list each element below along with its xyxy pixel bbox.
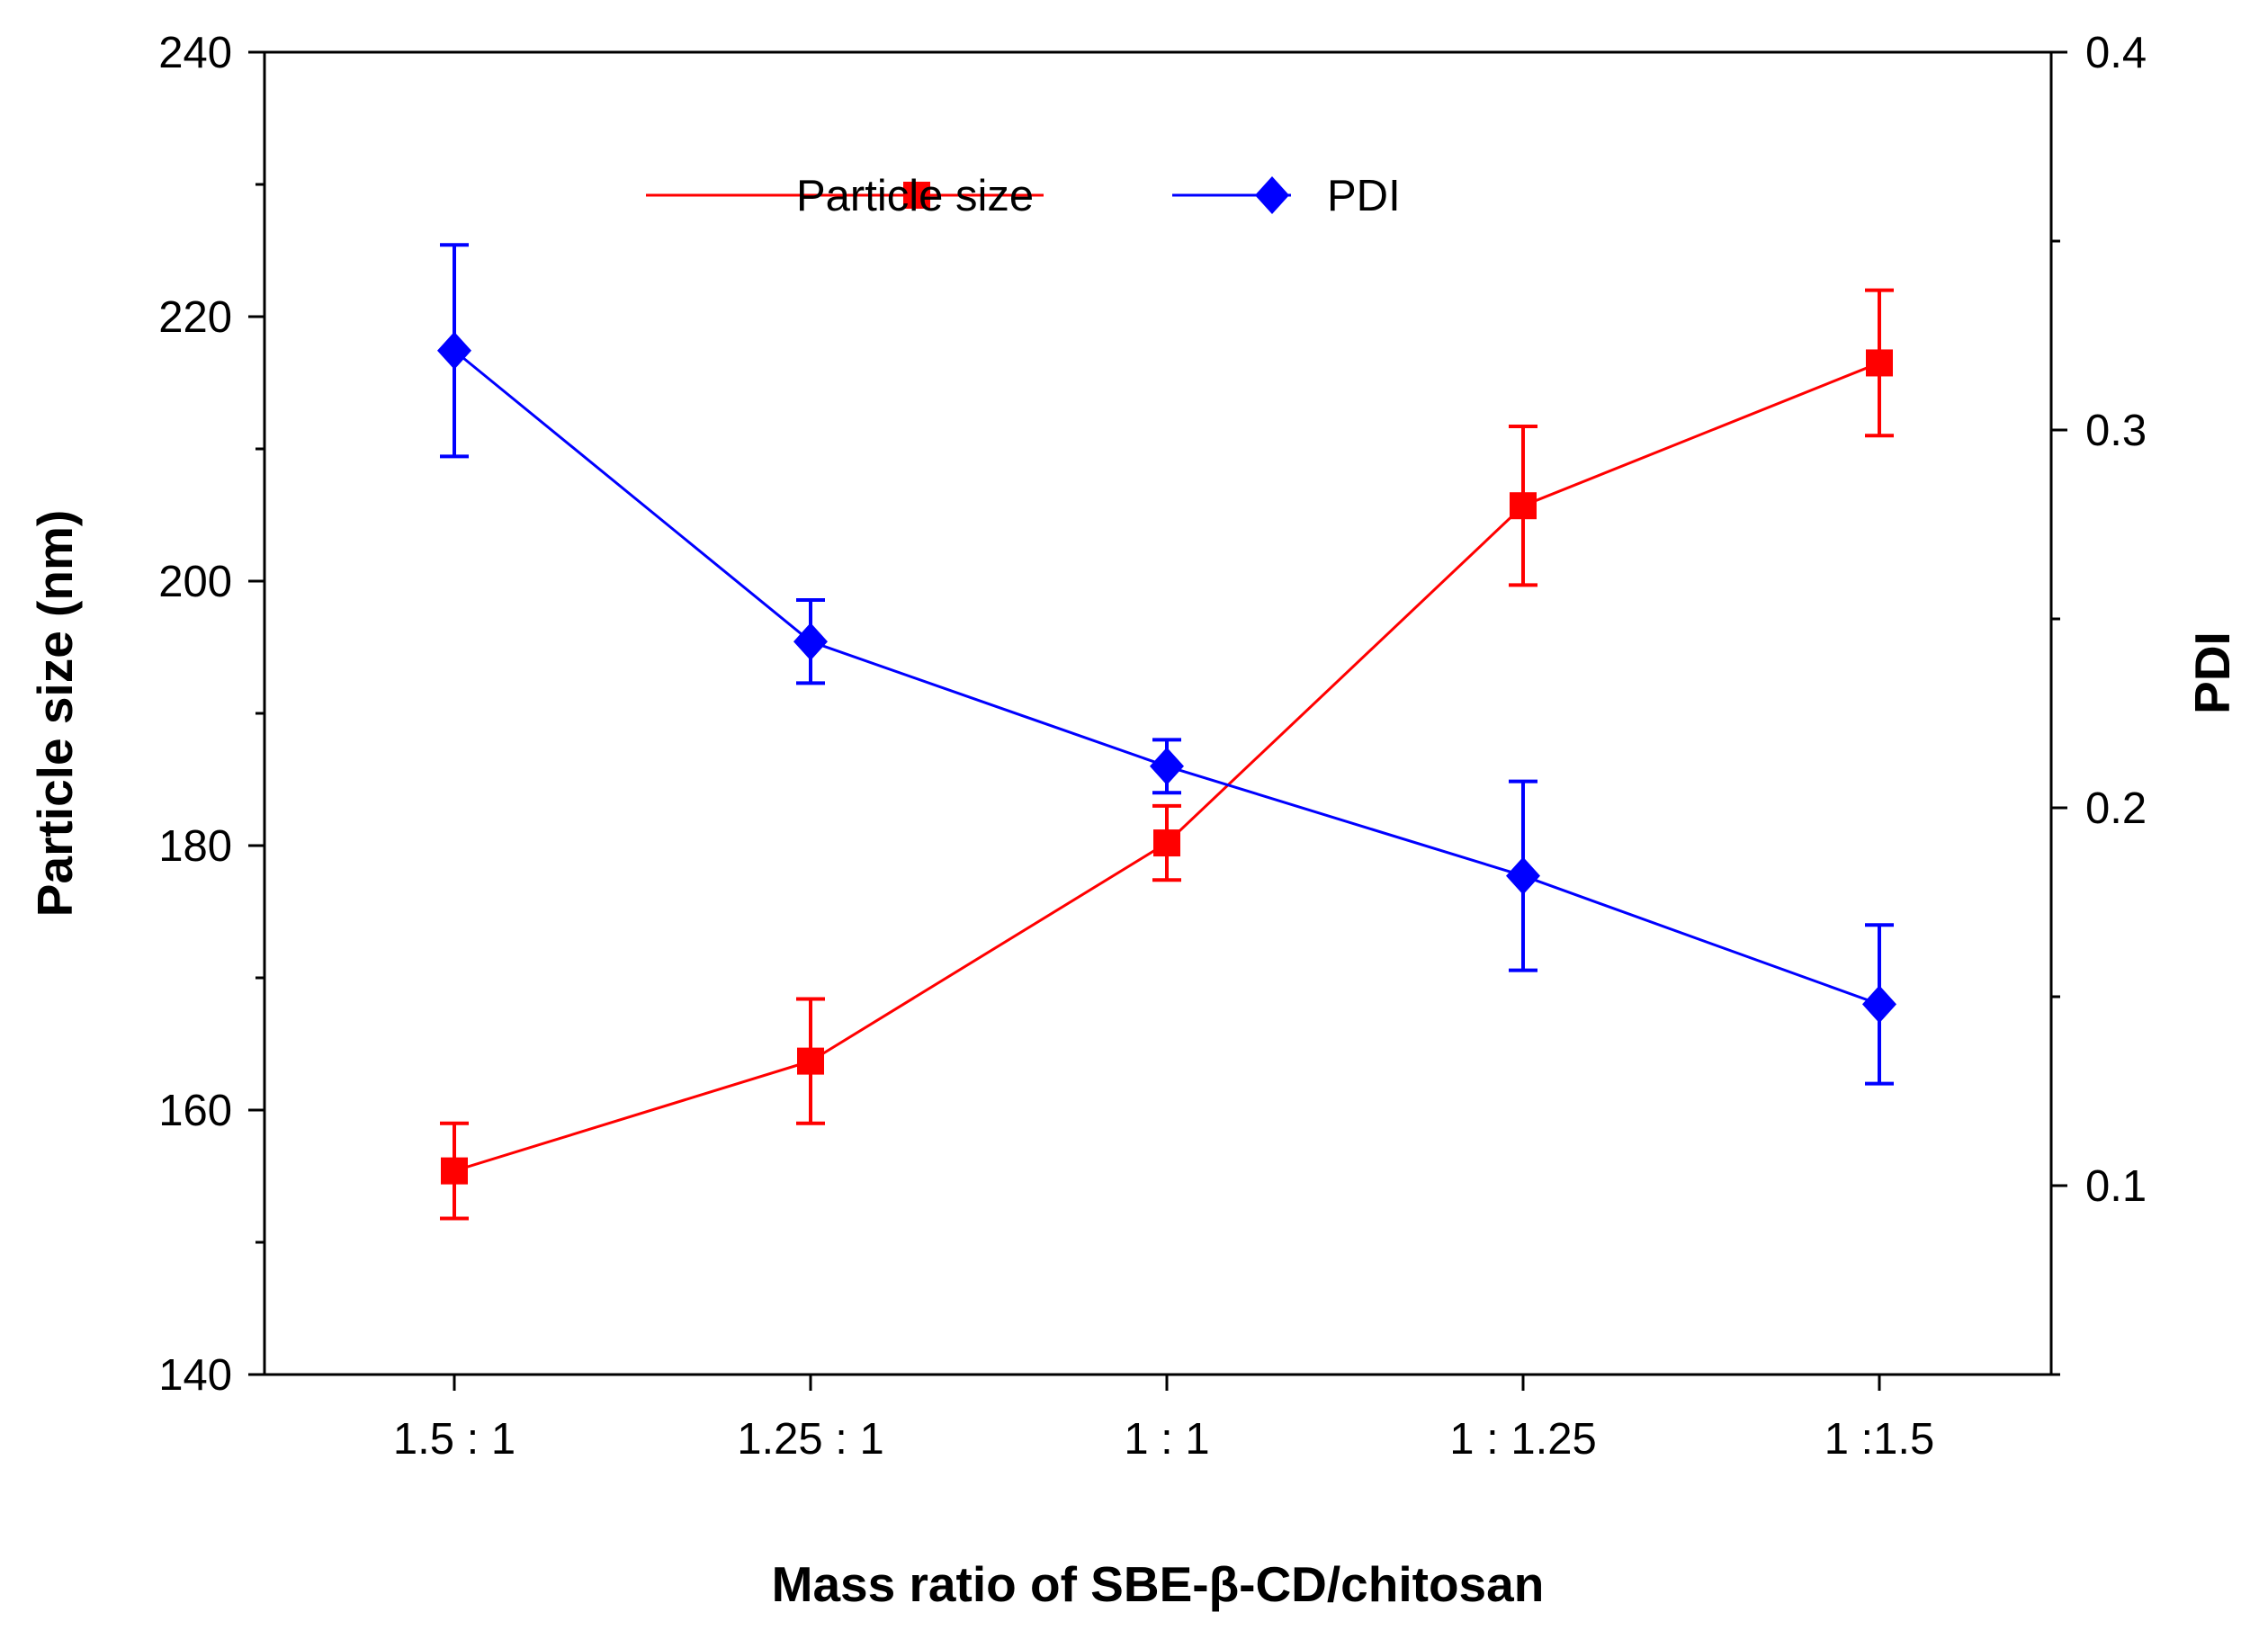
legend-marker-square bbox=[903, 182, 930, 209]
y-left-tick-label: 240 bbox=[158, 29, 232, 77]
data-point-diamond bbox=[437, 331, 471, 370]
legend-label: Particle size bbox=[796, 172, 1034, 220]
data-point-diamond bbox=[1862, 985, 1896, 1024]
y-left-tick-label: 220 bbox=[158, 293, 232, 342]
y-axis-title-left: Particle size (nm) bbox=[27, 510, 83, 917]
series-layer bbox=[437, 243, 1896, 1221]
y-left-tick-label: 160 bbox=[158, 1087, 232, 1135]
y-left-tick-label: 200 bbox=[158, 558, 232, 606]
legend-item-pdi: PDI bbox=[1172, 172, 1401, 220]
plot-frame bbox=[263, 50, 2053, 1376]
x-tick-label: 1 : 1 bbox=[1124, 1415, 1209, 1464]
legend-marker-diamond bbox=[1255, 176, 1289, 214]
y-right-tick-label: 0.3 bbox=[2085, 407, 2147, 455]
data-point-square bbox=[1510, 492, 1537, 520]
data-point-square bbox=[1153, 829, 1180, 857]
x-tick-label: 1 :1.5 bbox=[1824, 1415, 1935, 1464]
x-tick-label: 1 : 1.25 bbox=[1449, 1415, 1596, 1464]
data-point-square bbox=[1866, 349, 1893, 377]
legend-label: PDI bbox=[1327, 172, 1401, 220]
y-right-tick-label: 0.1 bbox=[2085, 1162, 2147, 1211]
legend-item-particle-size: Particle size bbox=[646, 172, 1044, 220]
legend: Particle size PDI bbox=[646, 172, 1401, 220]
x-tick-label: 1.25 : 1 bbox=[737, 1415, 883, 1464]
y-right-tick-label: 0.2 bbox=[2085, 784, 2147, 833]
data-point-diamond bbox=[793, 622, 828, 661]
x-axis-title: Mass ratio of SBE-β-CD/chitosan bbox=[772, 1556, 1545, 1612]
series-particle-size bbox=[440, 288, 1894, 1221]
y-left-tick-label: 140 bbox=[158, 1351, 232, 1400]
series-pdi bbox=[437, 243, 1896, 1086]
x-tick-label: 1.5 : 1 bbox=[393, 1415, 515, 1464]
y-axis-title-right: PDI bbox=[2184, 631, 2240, 714]
data-point-diamond bbox=[1506, 856, 1540, 895]
data-point-square bbox=[441, 1157, 468, 1185]
y-left-tick-label: 180 bbox=[158, 822, 232, 871]
y-right-tick-label: 0.4 bbox=[2085, 29, 2147, 77]
axes-layer: 1.5 : 1 1.25 : 1 1 : 1 1 : 1.25 1 :1.5 140 160… bbox=[158, 29, 2147, 1464]
data-point-diamond bbox=[1150, 747, 1184, 785]
data-point-square bbox=[797, 1047, 824, 1075]
